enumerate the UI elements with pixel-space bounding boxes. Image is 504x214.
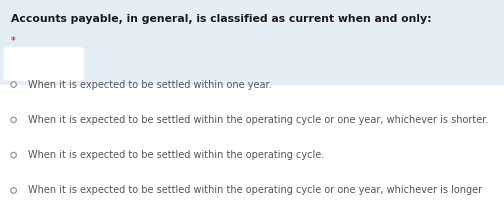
- Ellipse shape: [11, 188, 17, 193]
- Text: When it is expected to be settled within the operating cycle.: When it is expected to be settled within…: [28, 150, 324, 160]
- Text: When it is expected to be settled within the operating cycle or one year, whiche: When it is expected to be settled within…: [28, 115, 488, 125]
- Ellipse shape: [11, 82, 17, 87]
- Text: *: *: [11, 36, 16, 46]
- Text: Accounts payable, in general, is classified as current when and only:: Accounts payable, in general, is classif…: [11, 14, 432, 24]
- FancyBboxPatch shape: [4, 47, 84, 81]
- FancyBboxPatch shape: [0, 0, 504, 85]
- Ellipse shape: [11, 117, 17, 123]
- Text: When it is expected to be settled within the operating cycle or one year, whiche: When it is expected to be settled within…: [28, 186, 482, 195]
- Ellipse shape: [11, 152, 17, 158]
- Text: When it is expected to be settled within one year.: When it is expected to be settled within…: [28, 80, 271, 89]
